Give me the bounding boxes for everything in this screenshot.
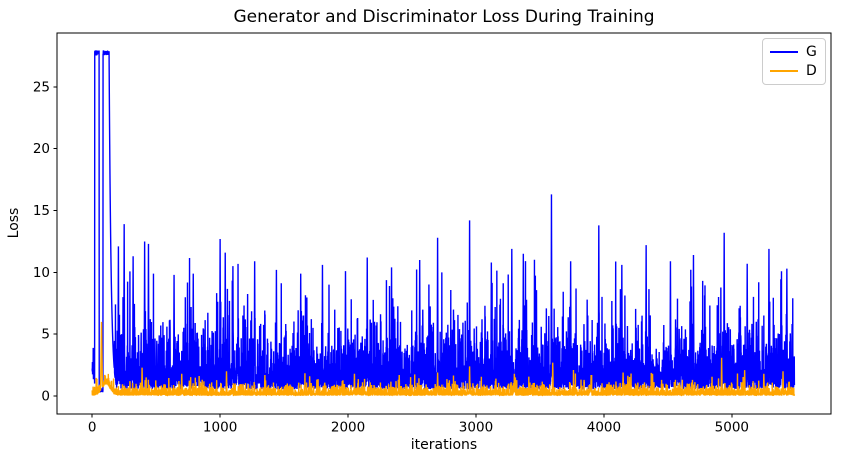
y-tick-label: 15 (33, 203, 50, 219)
series-line-g (91, 50, 796, 393)
axes-spines (56, 32, 832, 415)
series-line-d (91, 321, 796, 397)
d-line-swatch (770, 69, 798, 72)
y-tick-label: 25 (33, 79, 50, 95)
legend-item-d: D (763, 64, 825, 78)
y-tick-label: 5 (41, 327, 50, 343)
x-axis-label: iterations (410, 437, 478, 453)
x-tick-label: 2000 (331, 420, 365, 436)
chart-title: Generator and Discriminator Loss During … (233, 7, 655, 27)
legend: G D (762, 38, 826, 85)
legend-label-d: D (806, 62, 817, 79)
x-tick-label: 3000 (459, 420, 493, 436)
x-tick-label: 1000 (203, 420, 237, 436)
y-tick-label: 20 (33, 141, 50, 157)
x-tick-label: 4000 (587, 420, 621, 436)
g-line-swatch (770, 51, 798, 54)
x-tick-label: 5000 (715, 420, 749, 436)
legend-label-g: G (806, 44, 817, 61)
legend-item-g: G (763, 45, 825, 59)
y-tick-label: 10 (33, 265, 50, 281)
x-tick-label: 0 (88, 420, 97, 436)
y-tick-label: 0 (41, 389, 50, 405)
